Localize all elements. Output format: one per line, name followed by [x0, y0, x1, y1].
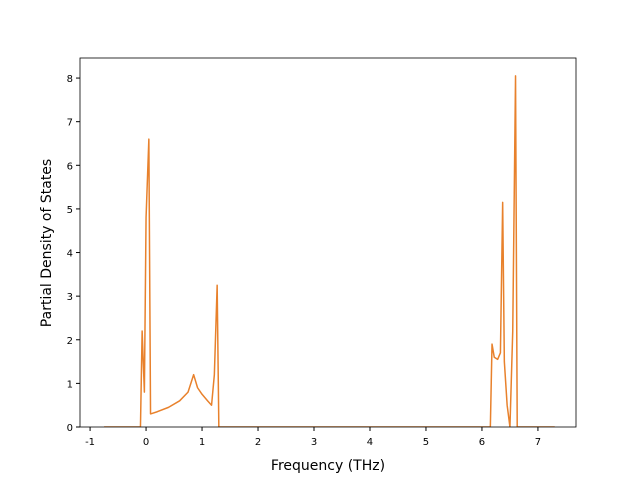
x-tick-label: 3: [311, 437, 317, 448]
y-tick-label: 8: [67, 74, 73, 85]
y-tick-label: 1: [67, 379, 73, 390]
x-tick-label: 6: [479, 437, 485, 448]
x-tick-label: -1: [85, 437, 95, 448]
x-axis-label: Frequency (THz): [271, 458, 385, 474]
x-tick-label: 0: [143, 437, 149, 448]
y-tick-label: 0: [67, 423, 73, 434]
x-tick-label: 2: [255, 437, 261, 448]
data-line: [104, 75, 555, 427]
x-tick-label: 7: [535, 437, 541, 448]
y-tick-label: 5: [67, 205, 73, 216]
plot-frame: [79, 57, 577, 428]
y-tick-label: 7: [67, 118, 73, 129]
y-tick-label: 4: [67, 249, 73, 260]
x-tick-label: 1: [199, 437, 205, 448]
y-tick-label: 2: [67, 336, 73, 347]
y-axis-label: Partial Density of States: [39, 159, 55, 327]
y-tick-label: 6: [67, 161, 73, 172]
x-tick-label: 5: [423, 437, 429, 448]
y-tick-label: 3: [67, 292, 73, 303]
x-tick-label: 4: [367, 437, 373, 448]
